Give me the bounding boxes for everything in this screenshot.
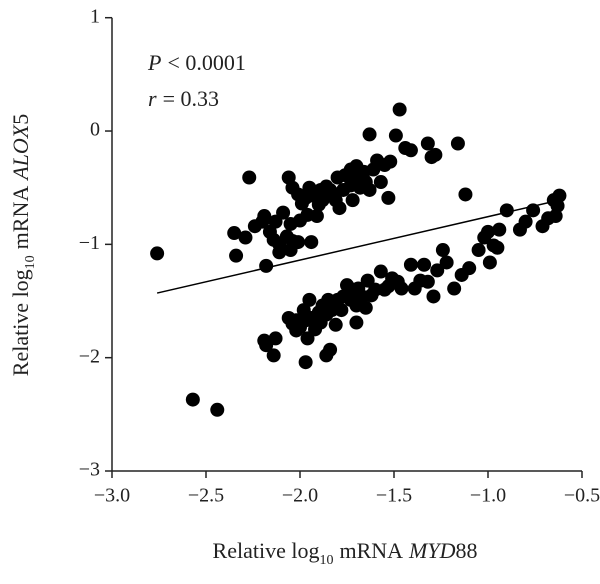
data-point xyxy=(210,402,225,417)
data-point xyxy=(349,315,364,330)
data-point xyxy=(185,392,200,407)
y-label-gene: ALOX xyxy=(8,123,33,182)
data-point xyxy=(373,175,388,190)
y-label-part: 5 xyxy=(8,114,33,125)
data-point xyxy=(272,245,287,260)
fit-line xyxy=(156,199,560,294)
y-tick-label: −1 xyxy=(79,232,100,254)
data-point xyxy=(481,224,495,239)
y-label-part: mRNA xyxy=(8,186,33,250)
data-point xyxy=(420,274,435,289)
x-label-gene: MYD xyxy=(408,538,456,563)
data-point xyxy=(428,147,443,162)
p-value: P < 0.0001 xyxy=(147,50,246,75)
data-point xyxy=(403,143,418,158)
data-point xyxy=(462,261,477,276)
data-point xyxy=(499,203,514,218)
data-point xyxy=(302,292,317,307)
data-point xyxy=(388,128,403,143)
data-point xyxy=(343,162,358,177)
data-point xyxy=(257,209,272,224)
data-point xyxy=(229,248,244,263)
x-tick-label: −3.0 xyxy=(94,485,130,507)
y-label-part: Relative log xyxy=(8,269,33,376)
data-point xyxy=(294,196,309,211)
x-tick-label: −1.5 xyxy=(376,485,412,507)
data-point xyxy=(345,193,360,208)
annotations: P < 0.0001 r = 0.33 xyxy=(147,50,246,111)
data-point xyxy=(227,226,242,241)
data-point xyxy=(450,136,465,151)
y-tick-label: −3 xyxy=(79,459,100,481)
data-point xyxy=(150,246,165,261)
data-point xyxy=(420,136,435,151)
data-point xyxy=(238,230,253,245)
data-point xyxy=(394,281,409,296)
x-tick-label: −0.5 xyxy=(564,485,600,507)
data-point xyxy=(298,355,313,370)
x-tick-label: −1.0 xyxy=(470,485,506,507)
x-tick-label: −2.5 xyxy=(188,485,224,507)
data-point xyxy=(552,188,567,203)
data-point xyxy=(283,243,298,258)
p-text: < 0.0001 xyxy=(167,50,245,75)
p-symbol: P xyxy=(147,50,161,75)
data-point xyxy=(259,258,274,273)
x-label-part: Relative log xyxy=(213,538,320,563)
data-point xyxy=(373,264,388,279)
data-point xyxy=(417,257,432,272)
data-point xyxy=(426,289,441,304)
data-point xyxy=(328,317,343,332)
data-point xyxy=(268,331,283,346)
x-label-subscript: 10 xyxy=(319,553,333,568)
data-point xyxy=(309,209,324,224)
x-axis-label: Relative log10 mRNA MYD88 xyxy=(213,538,478,568)
data-point xyxy=(435,243,450,258)
data-point xyxy=(482,255,497,270)
data-point xyxy=(430,263,445,278)
x-label-part: 88 xyxy=(455,538,477,563)
data-point xyxy=(289,313,304,328)
data-point xyxy=(518,214,533,229)
data-point xyxy=(403,257,418,272)
y-axis-label: Relative log10 mRNA ALOX5 xyxy=(8,114,38,376)
data-point xyxy=(471,243,486,258)
data-point xyxy=(381,190,396,205)
r-symbol: r xyxy=(148,86,157,111)
r-value: r = 0.33 xyxy=(148,86,219,111)
data-point xyxy=(328,193,343,208)
data-point xyxy=(362,182,377,197)
data-point xyxy=(492,222,507,237)
y-tick-label: −2 xyxy=(79,345,100,367)
r-text: = 0.33 xyxy=(163,86,219,111)
x-tick-label: −2.0 xyxy=(282,485,318,507)
data-point xyxy=(439,255,454,270)
data-point xyxy=(242,170,257,185)
data-point xyxy=(383,154,398,169)
y-tick-label: 1 xyxy=(90,5,100,27)
data-point xyxy=(319,348,334,363)
data-point xyxy=(276,205,291,220)
data-point xyxy=(334,303,349,318)
data-point xyxy=(392,102,407,117)
data-point xyxy=(358,300,373,315)
data-point xyxy=(447,281,462,296)
data-point xyxy=(490,240,505,255)
data-point xyxy=(304,235,319,250)
y-tick-label: 0 xyxy=(90,119,100,141)
data-point xyxy=(315,193,330,208)
data-point xyxy=(458,187,473,202)
data-point xyxy=(362,127,377,142)
y-label-subscript: 10 xyxy=(23,255,38,269)
x-label-part: mRNA xyxy=(339,538,403,563)
data-point xyxy=(266,348,281,363)
